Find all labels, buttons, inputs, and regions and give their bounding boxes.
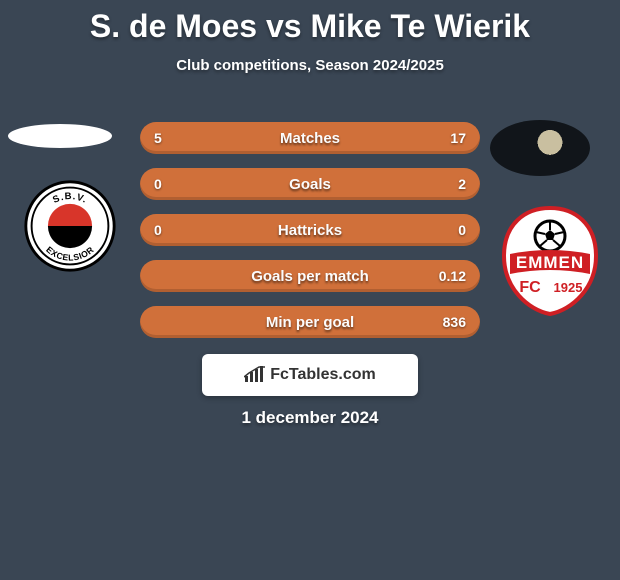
svg-text:1925: 1925 (554, 280, 583, 295)
stat-row: Min per goal 836 (140, 306, 480, 338)
stat-left-value: 5 (154, 130, 162, 146)
club-right-crest: EMMEN FC 1925 (500, 206, 600, 316)
stat-row: Goals per match 0.12 (140, 260, 480, 292)
svg-text:FC: FC (519, 279, 541, 296)
subtitle: Club competitions, Season 2024/2025 (0, 57, 620, 74)
stat-right-value: 836 (443, 314, 466, 330)
stat-right-value: 2 (458, 176, 466, 192)
player-right-avatar (490, 120, 590, 176)
stat-label: Min per goal (140, 314, 480, 331)
stat-label: Hattricks (140, 222, 480, 239)
stat-row: 0 Goals 2 (140, 168, 480, 200)
page-title: S. de Moes vs Mike Te Wierik (0, 0, 620, 45)
svg-text:EMMEN: EMMEN (516, 253, 584, 272)
stat-label: Matches (140, 130, 480, 147)
stat-right-value: 0.12 (439, 268, 466, 284)
stat-right-value: 0 (458, 222, 466, 238)
player-left-avatar (8, 124, 112, 148)
stat-left-value: 0 (154, 176, 162, 192)
source-badge: FcTables.com (202, 354, 418, 396)
stat-left-value: 0 (154, 222, 162, 238)
stat-label: Goals (140, 176, 480, 193)
stats-block: 5 Matches 17 0 Goals 2 0 Hattricks 0 Goa… (140, 122, 480, 352)
bar-chart-icon (244, 366, 266, 384)
stat-row: 0 Hattricks 0 (140, 214, 480, 246)
stat-label: Goals per match (140, 268, 480, 285)
date-text: 1 december 2024 (0, 408, 620, 428)
stat-row: 5 Matches 17 (140, 122, 480, 154)
club-left-crest: S.B.V. EXCELSIOR (22, 178, 118, 274)
badge-text: FcTables.com (270, 366, 376, 384)
stat-right-value: 17 (450, 130, 466, 146)
